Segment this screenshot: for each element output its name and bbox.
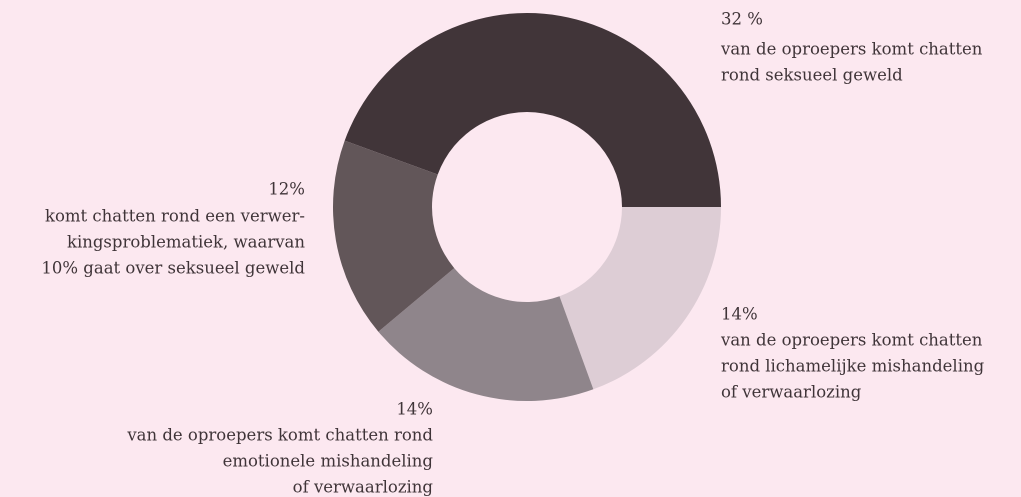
value-label: 14% [396, 400, 433, 419]
value-label: 14% [721, 305, 758, 324]
segment-description: rond lichamelijke mishandeling [721, 357, 985, 376]
donut-segment [559, 207, 721, 390]
segment-description: komt chatten rond een verwer- [45, 207, 305, 226]
segment-description: rond seksueel geweld [721, 66, 903, 85]
segment-description: van de oproepers komt chatten [720, 40, 983, 59]
segment-description: 10% gaat over seksueel geweld [41, 259, 305, 278]
value-label: 32 % [721, 10, 763, 29]
segment-description: emotionele mishandeling [223, 452, 434, 471]
segment-description: van de oproepers komt chatten rond [126, 426, 433, 445]
donut-segment [344, 13, 721, 208]
segment-description: of verwaarlozing [721, 383, 862, 402]
segment-description: of verwaarlozing [293, 478, 434, 497]
value-label: 12% [268, 180, 305, 199]
donut-segment [378, 268, 594, 401]
donut-segment [333, 140, 455, 332]
segment-description: kingsproblematiek, waarvan [67, 233, 305, 252]
segment-description: van de oproepers komt chatten [720, 331, 983, 350]
